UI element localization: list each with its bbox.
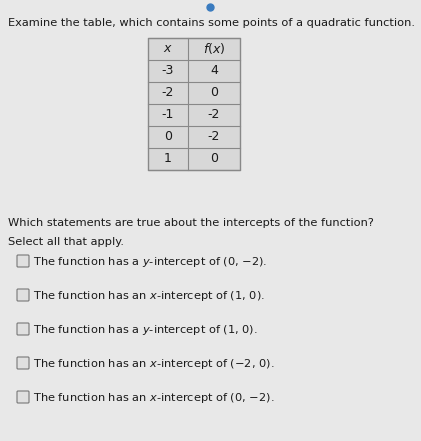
FancyBboxPatch shape	[17, 323, 29, 335]
Text: 4: 4	[210, 64, 218, 78]
Text: 0: 0	[164, 131, 172, 143]
Text: -3: -3	[162, 64, 174, 78]
Text: -1: -1	[162, 108, 174, 122]
Bar	[148, 38, 240, 170]
Text: $x$: $x$	[163, 42, 173, 56]
FancyBboxPatch shape	[17, 289, 29, 301]
Text: The function has a $y$-intercept of (0, −2).: The function has a $y$-intercept of (0, …	[33, 255, 267, 269]
Text: The function has an $x$-intercept of (−2, 0).: The function has an $x$-intercept of (−2…	[33, 357, 274, 371]
FancyBboxPatch shape	[17, 391, 29, 403]
Text: Examine the table, which contains some points of a quadratic function.: Examine the table, which contains some p…	[8, 18, 415, 28]
Text: $f(x)$: $f(x)$	[203, 41, 225, 56]
Text: -2: -2	[162, 86, 174, 100]
FancyBboxPatch shape	[17, 357, 29, 369]
Text: -2: -2	[208, 131, 220, 143]
Text: 0: 0	[210, 86, 218, 100]
Text: Which statements are true about the intercepts of the function?: Which statements are true about the inte…	[8, 218, 374, 228]
Text: 1: 1	[164, 153, 172, 165]
Text: 0: 0	[210, 153, 218, 165]
Text: The function has a $y$-intercept of (1, 0).: The function has a $y$-intercept of (1, …	[33, 323, 258, 337]
Text: The function has an $x$-intercept of (0, −2).: The function has an $x$-intercept of (0,…	[33, 391, 274, 405]
Text: -2: -2	[208, 108, 220, 122]
Text: Select all that apply.: Select all that apply.	[8, 237, 124, 247]
FancyBboxPatch shape	[17, 255, 29, 267]
Text: The function has an $x$-intercept of (1, 0).: The function has an $x$-intercept of (1,…	[33, 289, 265, 303]
